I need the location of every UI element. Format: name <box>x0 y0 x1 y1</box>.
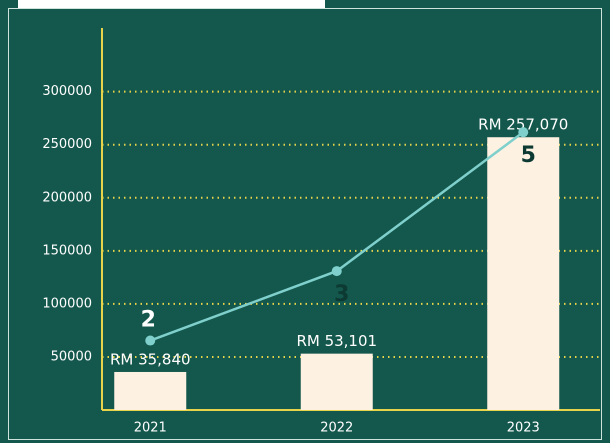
bar <box>114 371 187 410</box>
y-tick-label: 200000 <box>42 190 92 205</box>
y-tick-label: 300000 <box>42 84 92 99</box>
data-label: RM 257,070 <box>478 116 568 134</box>
line-point <box>518 127 529 138</box>
data-label: 2 <box>141 308 156 333</box>
x-tick-label: 2022 <box>320 421 353 436</box>
y-tick-label: 150000 <box>42 243 92 258</box>
line-point <box>145 335 156 346</box>
tab <box>18 0 325 8</box>
x-tick-label: 2023 <box>507 421 540 436</box>
frame <box>8 8 602 440</box>
data-label: RM 35,840 <box>110 350 191 368</box>
y-tick-label: 100000 <box>42 296 92 311</box>
x-tick-label: 2021 <box>134 421 167 436</box>
bar <box>300 353 373 410</box>
data-label: RM 53,101 <box>296 332 377 350</box>
data-label: 3 <box>334 282 349 307</box>
line-point <box>331 266 342 277</box>
bar <box>487 137 560 411</box>
data-label: 5 <box>521 143 536 168</box>
y-tick-label: 50000 <box>51 349 92 364</box>
y-tick-label: 250000 <box>42 137 92 152</box>
